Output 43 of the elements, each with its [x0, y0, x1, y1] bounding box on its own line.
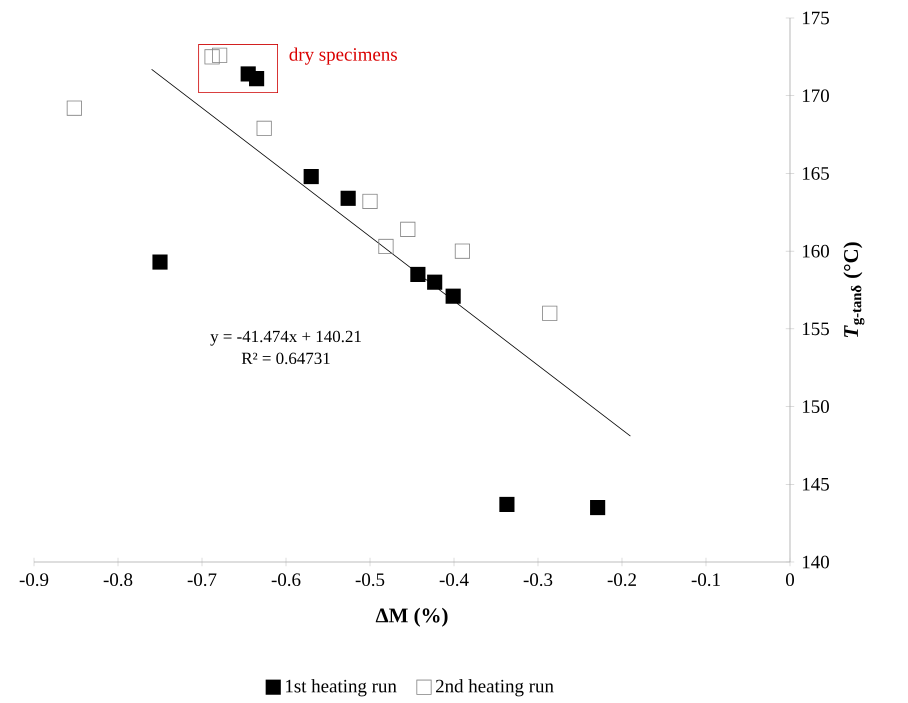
x-tick-label: -0.5: [356, 573, 384, 586]
point: [400, 222, 416, 237]
x-tick-label: 0: [786, 573, 794, 586]
x-tick-label: -0.9: [20, 573, 48, 586]
point: [362, 194, 378, 209]
point: [499, 496, 514, 512]
y-axis-title: T$_{g-tanδ}$ (°C): [843, 242, 864, 337]
point: [454, 243, 470, 259]
point: [427, 274, 442, 290]
x-tick-label: -0.8: [104, 573, 132, 586]
annotation: dry specimens: [290, 47, 397, 65]
y-tick-label: 165: [802, 166, 829, 180]
point: [304, 168, 319, 184]
point: [152, 254, 168, 270]
legend-label: 2nd heating run: [436, 679, 554, 696]
point: [542, 306, 558, 321]
point: [378, 238, 394, 254]
x-tick-label: -0.2: [608, 573, 636, 586]
y-tick-label: 145: [802, 478, 829, 490]
point: [66, 100, 82, 116]
x-tick-label: -0.4: [440, 573, 469, 586]
y-tick-label: 150: [802, 400, 829, 413]
annotation: y = -41.474x + 140.21: [210, 330, 361, 346]
x-tick-label: -0.1: [692, 573, 720, 586]
legend-label: 1st heating run: [286, 679, 397, 696]
x-tick-label: -0.6: [272, 573, 300, 586]
y-tick-label: 160: [802, 244, 829, 258]
point: [212, 48, 228, 63]
point: [256, 120, 272, 136]
annotation: R² = 0.64731: [242, 352, 330, 364]
y-tick-label: 175: [802, 12, 829, 24]
y-tick-label: 140: [802, 555, 829, 568]
y-tick-label: 170: [802, 89, 829, 102]
x-axis-title: ΔM (%): [376, 608, 448, 627]
point: [590, 500, 606, 516]
point: [340, 190, 356, 206]
point: [204, 49, 220, 64]
point: [249, 70, 264, 86]
point: [410, 266, 426, 282]
y-tick-label: 155: [802, 322, 829, 336]
x-tick-label: -0.7: [188, 573, 216, 586]
x-tick-label: -0.3: [524, 573, 552, 586]
point: [446, 288, 461, 304]
